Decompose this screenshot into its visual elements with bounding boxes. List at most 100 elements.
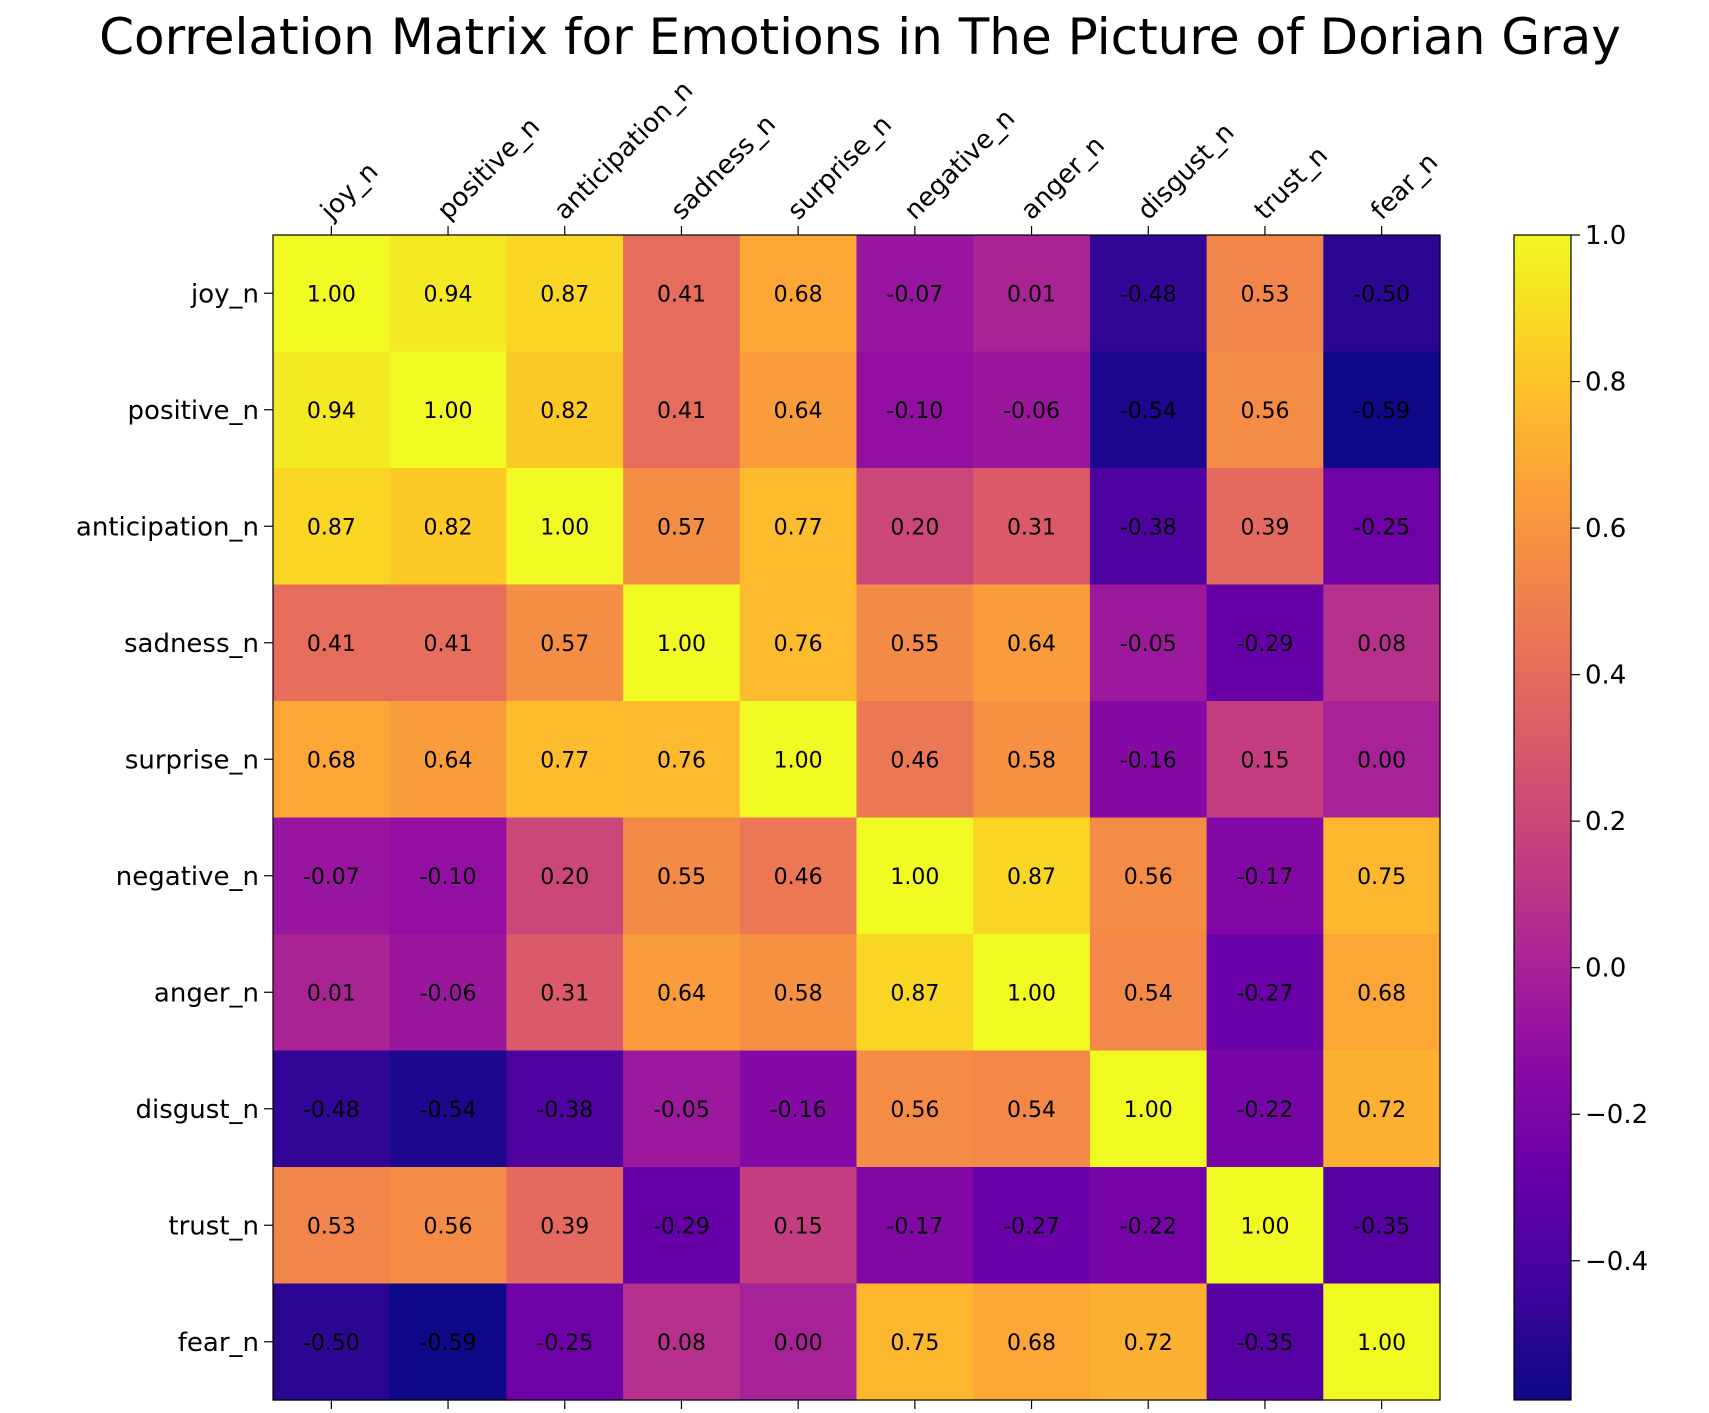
heatmap-cell (273, 1167, 391, 1285)
heatmap-cell (273, 351, 391, 469)
heatmap-cell (389, 235, 507, 353)
heatmap-cell (506, 235, 624, 353)
heatmap-cell (856, 351, 974, 469)
heatmap-cell (506, 468, 624, 586)
cell-value-label: 1.00 (657, 632, 706, 657)
cell-value-label: 0.41 (424, 632, 473, 657)
heatmap-cell (739, 1050, 858, 1168)
cell-value-label: 0.68 (1357, 981, 1406, 1006)
heatmap-cell (623, 235, 741, 353)
heatmap-cell (1323, 1283, 1441, 1401)
heatmap-cell (1323, 468, 1441, 586)
heatmap-cell (273, 701, 391, 819)
cell-value-label: 0.68 (307, 748, 356, 773)
cell-value-label: -0.38 (1120, 515, 1177, 540)
cell-value-label: 0.75 (1357, 865, 1406, 890)
colorbar-tick-label: −0.4 (1585, 1247, 1648, 1277)
heatmap-cell (1323, 934, 1441, 1052)
cell-value-label: -0.07 (886, 282, 943, 307)
cell-value-label: -0.17 (886, 1214, 943, 1239)
heatmap-cell (389, 1167, 507, 1285)
colorbar-tick-label: 0.8 (1585, 368, 1626, 398)
heatmap-cell (739, 1167, 858, 1285)
cell-value-label: 0.94 (307, 399, 356, 424)
cell-value-label: 0.54 (1124, 981, 1173, 1006)
cell-value-label: -0.22 (1120, 1214, 1177, 1239)
x-tick-label: joy_n (314, 157, 384, 227)
colorbar-tick-label: 0.6 (1585, 514, 1626, 544)
cell-value-label: 0.82 (424, 515, 473, 540)
cell-value-label: 0.58 (774, 981, 823, 1006)
heatmap-cell (739, 934, 858, 1052)
heatmap-cell (506, 351, 624, 469)
colorbar-tick-label: −0.2 (1585, 1100, 1648, 1130)
cell-value-label: -0.59 (420, 1331, 477, 1356)
heatmap-cell (856, 1167, 974, 1285)
y-tick-label: trust_n (168, 1211, 259, 1241)
heatmap-cell (739, 235, 858, 353)
cell-value-label: -0.10 (886, 399, 943, 424)
x-tick-label: positive_n (432, 112, 546, 226)
heatmap-cell (973, 235, 1091, 353)
heatmap-cell (1323, 1167, 1441, 1285)
heatmap-cell (1323, 817, 1441, 935)
cell-value-label: -0.07 (303, 865, 360, 890)
heatmap-cell (973, 1167, 1091, 1285)
cell-value-label: -0.05 (653, 1098, 710, 1123)
y-tick-label: fear_n (178, 1328, 259, 1358)
cell-value-label: -0.29 (1236, 632, 1293, 657)
cell-value-label: -0.50 (303, 1331, 360, 1356)
cell-value-label: 0.56 (1240, 399, 1289, 424)
cell-value-label: 0.46 (890, 748, 939, 773)
heatmap-cell (273, 1050, 391, 1168)
cell-value-label: 0.39 (1240, 515, 1289, 540)
cell-value-label: 0.82 (540, 399, 589, 424)
cell-value-label: -0.29 (653, 1214, 710, 1239)
heatmap-cell (1089, 351, 1208, 469)
heatmap-cell (1206, 468, 1324, 586)
cell-value-label: 0.77 (774, 515, 823, 540)
heatmap-cell (856, 817, 974, 935)
cell-value-label: -0.10 (420, 865, 477, 890)
heatmap-cell (1089, 468, 1208, 586)
heatmap-cell (623, 934, 741, 1052)
colorbar-tick-label: 1.0 (1585, 221, 1626, 251)
x-tick-label: fear_n (1365, 147, 1444, 226)
cell-value-label: 1.00 (1124, 1098, 1173, 1123)
heatmap-cell (1206, 934, 1324, 1052)
heatmap-cell (1206, 1283, 1324, 1401)
cell-value-label: -0.35 (1353, 1214, 1410, 1239)
cell-value-label: -0.48 (303, 1098, 360, 1123)
cell-value-label: 1.00 (1357, 1331, 1406, 1356)
cell-value-label: 0.58 (1007, 748, 1056, 773)
heatmap-cell (1206, 1167, 1324, 1285)
cell-value-label: 0.53 (1240, 282, 1289, 307)
heatmap-cell (506, 1283, 624, 1401)
heatmap-cell (973, 1283, 1091, 1401)
heatmap-cell (1089, 1283, 1208, 1401)
heatmap-cell (1206, 701, 1324, 819)
cell-value-label: 0.72 (1124, 1331, 1173, 1356)
cell-value-label: 1.00 (540, 515, 589, 540)
heatmap-cell (1089, 934, 1208, 1052)
heatmap-cell (856, 1050, 974, 1168)
cell-value-label: 0.64 (424, 748, 473, 773)
cell-value-label: 0.53 (307, 1214, 356, 1239)
heatmap-cell (1323, 584, 1441, 702)
x-tick-label: surprise_n (782, 110, 898, 226)
heatmap-cell (739, 351, 858, 469)
y-tick-label: positive_n (128, 396, 259, 426)
heatmap-cell (389, 701, 507, 819)
heatmap-cell (389, 1050, 507, 1168)
cell-value-label: -0.59 (1353, 399, 1410, 424)
colorbar: 1.0 0.8 0.6 0.4 0.2 0.0 −0.2 −0.4 (1513, 221, 1648, 1401)
colorbar-tick-label: 0.4 (1585, 661, 1626, 691)
cell-value-label: 0.08 (1357, 632, 1406, 657)
y-tick-label: joy_n (190, 279, 259, 309)
cell-value-label: -0.22 (1236, 1098, 1293, 1123)
cell-value-label: -0.54 (1120, 399, 1177, 424)
cell-value-label: 0.57 (657, 515, 706, 540)
heatmap-cell (973, 351, 1091, 469)
heatmap-cell (973, 1050, 1091, 1168)
